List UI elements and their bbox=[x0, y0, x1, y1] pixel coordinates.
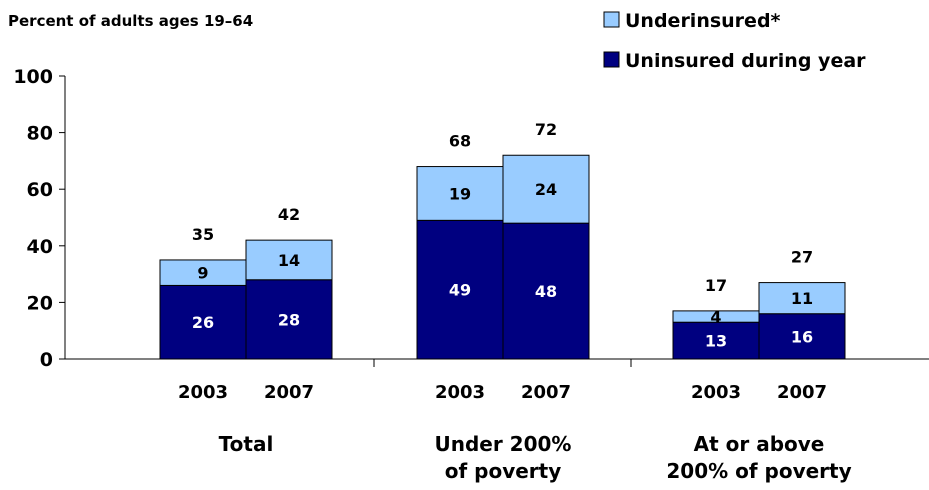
bar-segment-underinsured bbox=[416, 166, 504, 221]
legend-swatch-uninsured bbox=[603, 51, 620, 68]
data-label-total: 35 bbox=[192, 225, 214, 244]
y-tick-label: 80 bbox=[27, 123, 53, 145]
legend-swatch-underinsured bbox=[603, 11, 620, 28]
bars: 26 9 35 28 14 42 49 19 68 48 24 72 13 4 17 16 11 27 bbox=[159, 120, 846, 360]
data-label-underinsured: 24 bbox=[535, 180, 557, 199]
x-tick-label-year: 2007 bbox=[777, 382, 827, 403]
x-tick-label-year: 2003 bbox=[178, 382, 228, 403]
x-group-label: 200% of poverty bbox=[666, 459, 851, 483]
data-label-uninsured: 16 bbox=[791, 327, 813, 346]
chart-title: Percent of adults ages 19–64 bbox=[8, 12, 253, 30]
data-label-total: 42 bbox=[278, 205, 300, 224]
bar-segment-uninsured bbox=[502, 222, 590, 360]
y-tick-label: 100 bbox=[13, 66, 53, 88]
y-tick-label: 20 bbox=[27, 292, 53, 314]
data-label-uninsured: 49 bbox=[449, 281, 471, 300]
data-label-total: 17 bbox=[705, 276, 727, 295]
data-label-uninsured: 13 bbox=[705, 332, 727, 351]
data-label-total: 68 bbox=[449, 132, 471, 151]
bar-segment-uninsured bbox=[245, 279, 333, 360]
data-label-underinsured: 11 bbox=[791, 289, 813, 308]
x-group-label: Under 200% bbox=[435, 432, 572, 456]
bar-segment-uninsured bbox=[758, 313, 846, 360]
bar-segment-underinsured bbox=[758, 282, 846, 315]
x-tick-label-year: 2003 bbox=[435, 382, 485, 403]
legend-label-uninsured: Uninsured during year bbox=[625, 50, 866, 72]
x-group-label: At or above bbox=[694, 432, 825, 456]
x-tick-label-year: 2007 bbox=[264, 382, 314, 403]
data-label-total: 72 bbox=[535, 120, 557, 139]
x-tick-label-year: 2003 bbox=[691, 382, 741, 403]
x-axis-labels: 2003 2007 Total 2003 2007 Under 200% of povert… bbox=[178, 382, 852, 483]
data-label-underinsured: 4 bbox=[710, 308, 721, 327]
y-tick-label: 60 bbox=[27, 179, 53, 201]
bar-segment-uninsured bbox=[159, 284, 247, 360]
legend: Underinsured* Uninsured during year bbox=[603, 10, 866, 72]
bar-segment-underinsured bbox=[502, 154, 590, 224]
x-tick-label-year: 2007 bbox=[521, 382, 571, 403]
data-label-underinsured: 19 bbox=[449, 184, 471, 203]
legend-label-underinsured: Underinsured* bbox=[625, 10, 781, 32]
x-group-label: of poverty bbox=[445, 459, 562, 483]
y-tick-label: 0 bbox=[40, 349, 53, 371]
data-label-total: 27 bbox=[791, 248, 813, 267]
bar-segment-underinsured bbox=[159, 259, 247, 286]
data-label-uninsured: 26 bbox=[192, 313, 214, 332]
y-tick-label: 40 bbox=[27, 236, 53, 258]
data-label-uninsured: 28 bbox=[278, 310, 300, 329]
data-label-uninsured: 48 bbox=[535, 282, 557, 301]
bar-segment-uninsured bbox=[416, 219, 504, 360]
x-group-label: Total bbox=[219, 432, 274, 456]
data-label-underinsured: 14 bbox=[278, 251, 300, 270]
bar-segment-underinsured bbox=[245, 239, 333, 281]
data-label-underinsured: 9 bbox=[197, 264, 208, 283]
